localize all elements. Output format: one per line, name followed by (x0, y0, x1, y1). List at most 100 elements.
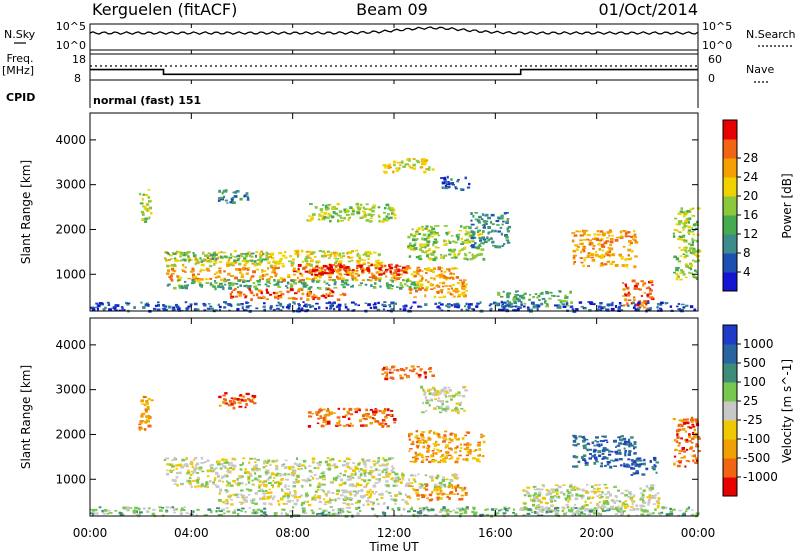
y-tick-label: 1000 (55, 267, 86, 281)
power-echo-region (229, 287, 347, 302)
y-tick-label: 3000 (55, 383, 86, 397)
power-echo-region (293, 263, 410, 276)
y-tick-label: 4000 (55, 338, 86, 352)
power-colorbar: 4 8 12 16 20 24 28 Power [dB] (722, 119, 794, 292)
colorbar-tick-label: 28 (743, 151, 758, 165)
power-heatmap (90, 157, 702, 313)
freq-tick-top: 18 (72, 53, 86, 66)
velocity-echo-region (90, 506, 700, 518)
velocity-echo-region (163, 456, 396, 476)
freq-label-2: [MHz] (2, 64, 34, 77)
colorbar-frame (722, 324, 738, 497)
velocity-echo-region (408, 430, 486, 464)
colorbar-tick-label: 4 (743, 265, 751, 279)
velocity-echo-region (572, 434, 637, 469)
colorbar-tick-label: 24 (743, 170, 758, 184)
colorbar-segment (723, 439, 737, 459)
colorbar-segment (723, 234, 737, 254)
x-axis-label: Time UT (368, 540, 419, 554)
velocity-echo-region (307, 407, 397, 428)
power-echo-region (571, 229, 639, 269)
x-tick-label: 12:00 (377, 526, 412, 540)
y-tick-label: 1000 (55, 472, 86, 486)
colorbar-tick-label: 12 (743, 227, 758, 241)
velocity-echo-region (381, 365, 435, 381)
velocity-heatmap (90, 365, 701, 518)
colorbar-segment (723, 344, 737, 364)
velocity-echo-region (138, 395, 154, 431)
velocity-y-axis: 1000 2000 3000 4000 (55, 338, 698, 486)
x-tick-label: 16:00 (478, 526, 513, 540)
colorbar-tick-label: 8 (743, 246, 751, 260)
colorbar-segment (723, 363, 737, 383)
x-tick-label: 08:00 (275, 526, 310, 540)
power-echo-region (470, 212, 512, 250)
velocity-echo-region (166, 472, 460, 489)
colorbar-segment (723, 458, 737, 478)
velocity-echo-region (630, 456, 660, 476)
colorbar-segment (723, 196, 737, 216)
velocity-echo-region (406, 483, 468, 502)
nsearch-label: N.Search (746, 28, 796, 41)
velocity-echo-region (218, 392, 257, 410)
freq-label-1: Freq. (6, 52, 33, 65)
colorbar-tick-label: 1000 (743, 337, 774, 351)
nsky-tick-top: 10^5 (56, 20, 86, 33)
freq-tick-bottom: 8 (74, 72, 81, 85)
x-tick-label: 04:00 (174, 526, 209, 540)
power-echo-region (306, 202, 397, 223)
colorbar-label: Velocity [m s^-1] (780, 359, 794, 463)
colorbar-segment (723, 272, 737, 292)
power-echo-region (138, 189, 153, 223)
nsky-tick-bottom: 10^0 (56, 39, 86, 52)
colorbar-tick-label: -1000 (743, 470, 778, 484)
colorbar-tick-label: -25 (743, 413, 763, 427)
colorbar-segment (723, 477, 737, 497)
title-left: Kerguelen (fitACF) (92, 0, 237, 19)
nave-label: Nave (746, 63, 774, 76)
colorbar-segment (723, 215, 737, 235)
nsearch-tick-bottom: 10^0 (702, 39, 732, 52)
y-tick-label: 4000 (55, 133, 86, 147)
colorbar-tick-label: 16 (743, 208, 758, 222)
power-echo-region (382, 157, 435, 174)
power-y-axis: 1000 2000 3000 4000 (55, 133, 698, 281)
x-tick-label: 00:00 (681, 526, 716, 540)
power-echo-region (166, 251, 269, 264)
colorbar-segment (723, 177, 737, 197)
nave-tick-bottom: 0 (708, 72, 715, 85)
y-tick-label: 2000 (55, 222, 86, 236)
cpid-label: CPID (6, 91, 35, 104)
colorbar-segment (723, 139, 737, 159)
time-axis: 00:00 04:00 08:00 12:00 16:00 20:00 00:00 (73, 24, 716, 540)
colorbar-segment (723, 158, 737, 178)
colorbar-segment (723, 325, 737, 345)
cpid-value: normal (fast) 151 (93, 94, 201, 107)
y-tick-label: 3000 (55, 178, 86, 192)
colorbar-tick-label: 25 (743, 394, 758, 408)
velocity-echo-region (217, 488, 411, 507)
freq-panel (89, 53, 699, 81)
nave-tick-top: 60 (708, 53, 722, 66)
power-echo-region (217, 189, 250, 205)
y-tick-label: 2000 (55, 427, 86, 441)
colorbar-segment (723, 401, 737, 421)
power-echo-region (166, 278, 421, 291)
velocity-y-axis-label: Slant Range [km] (19, 365, 33, 469)
colorbar-tick-label: -500 (743, 451, 770, 465)
x-tick-label: 20:00 (579, 526, 614, 540)
x-tick-label: 00:00 (73, 526, 108, 540)
colorbar-tick-label: 20 (743, 189, 758, 203)
colorbar-label: Power [dB] (780, 173, 794, 238)
colorbar-tick-label: 500 (743, 356, 766, 370)
colorbar-tick-label: 100 (743, 375, 766, 389)
power-echo-region (440, 175, 471, 191)
colorbar-segment (723, 420, 737, 440)
title-center: Beam 09 (356, 0, 428, 19)
nsearch-tick-top: 10^5 (702, 20, 732, 33)
nsky-label: N.Sky (4, 28, 36, 41)
title-right: 01/Oct/2014 (598, 0, 698, 19)
colorbar-tick-label: -100 (743, 432, 770, 446)
